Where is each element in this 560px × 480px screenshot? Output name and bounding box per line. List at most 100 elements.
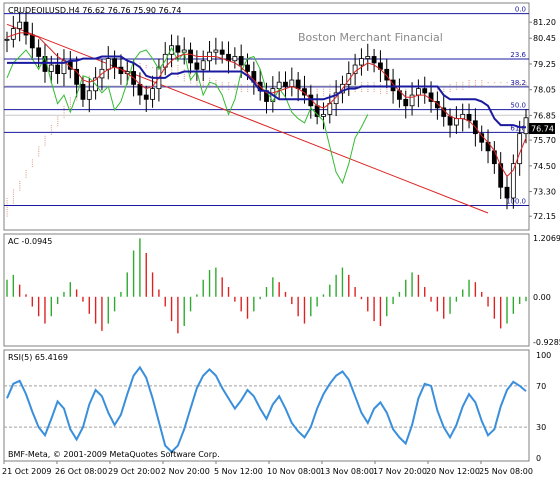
price-candle-body bbox=[283, 81, 288, 87]
cloud-dot bbox=[31, 163, 34, 165]
ac-axis-label: 0.00 bbox=[533, 293, 551, 302]
cloud-dot bbox=[50, 125, 53, 127]
price-candle-body bbox=[308, 94, 314, 107]
cloud-dot bbox=[379, 90, 382, 92]
cloud-dot bbox=[329, 93, 331, 95]
cloud-dot bbox=[69, 97, 71, 99]
price-candle-body bbox=[105, 58, 111, 70]
cloud-dot bbox=[31, 161, 34, 163]
cloud-dot bbox=[316, 93, 318, 95]
price-candle-body bbox=[434, 101, 440, 109]
price-candle-body bbox=[359, 58, 364, 66]
cloud-dot bbox=[506, 82, 508, 84]
cloud-dot bbox=[38, 150, 40, 152]
price-candle-body bbox=[17, 21, 23, 29]
x-axis-label: 13 Nov 08:00 bbox=[320, 467, 374, 476]
cloud-dot bbox=[63, 105, 65, 107]
cloud-dot bbox=[171, 71, 173, 73]
cloud-dot bbox=[367, 82, 369, 84]
price-candle-body bbox=[365, 56, 371, 60]
cloud-dot bbox=[57, 116, 59, 118]
price-candle-body bbox=[384, 68, 390, 81]
cloud-dot bbox=[367, 84, 369, 86]
price-candle-body bbox=[504, 186, 510, 199]
price-candle-body bbox=[403, 98, 409, 107]
cloud-dot bbox=[57, 118, 59, 120]
cloud-dot bbox=[215, 80, 217, 82]
cloud-dot bbox=[221, 84, 223, 86]
ac-axis-label: -0.9285 bbox=[533, 338, 560, 347]
rsi-axis-label: 0 bbox=[536, 454, 541, 463]
cloud-dot bbox=[177, 69, 179, 71]
price-candle-body bbox=[112, 58, 117, 68]
cloud-dot bbox=[145, 65, 147, 67]
cloud-dot bbox=[177, 76, 179, 78]
cloud-dot bbox=[209, 84, 211, 86]
x-axis-label: 29 Oct 20:00 bbox=[108, 467, 160, 476]
cloud-dot bbox=[240, 88, 242, 90]
cloud-dot bbox=[474, 82, 477, 84]
price-candle-body bbox=[200, 60, 206, 70]
cloud-dot bbox=[38, 148, 40, 150]
price-candle-body bbox=[80, 83, 86, 100]
fib-level-label: 0.0 bbox=[515, 6, 526, 14]
rsi-panel-header: RSI(5) 65.4169 bbox=[8, 353, 68, 362]
cloud-dot bbox=[69, 99, 71, 101]
cloud-dot bbox=[500, 82, 502, 84]
cloud-dot bbox=[69, 101, 71, 103]
cloud-dot bbox=[88, 75, 90, 77]
cloud-dot bbox=[443, 90, 445, 92]
cloud-dot bbox=[50, 129, 53, 131]
cloud-dot bbox=[6, 206, 8, 208]
cloud-dot bbox=[6, 208, 8, 210]
price-candle-body bbox=[48, 64, 54, 72]
price-candle-body bbox=[188, 49, 193, 64]
cloud-dot bbox=[190, 73, 192, 75]
rsi-y-axis: 100 70 30 0 bbox=[536, 351, 551, 463]
cloud-dot bbox=[202, 82, 204, 84]
cloud-dot bbox=[329, 88, 331, 90]
cloud-dot bbox=[25, 176, 27, 178]
cloud-dot bbox=[12, 196, 15, 198]
rsi-axis-label: 100 bbox=[536, 351, 551, 360]
cloud-dot bbox=[63, 110, 65, 112]
price-candle-body bbox=[213, 49, 219, 53]
cloud-dot bbox=[449, 88, 451, 90]
cloud-dot bbox=[50, 127, 53, 129]
price-candle-body bbox=[238, 56, 244, 66]
cloud-dot bbox=[12, 189, 15, 191]
fib-level-label: 61.8 bbox=[510, 124, 526, 132]
cloud-dot bbox=[462, 88, 464, 90]
price-y-axis: 81.20 80.45 79.25 78.05 76.85 75.70 74.50 73.30… bbox=[529, 18, 556, 221]
cloud-dot bbox=[519, 82, 521, 84]
cloud-dot bbox=[354, 90, 356, 92]
cloud-dot bbox=[12, 200, 15, 202]
cloud-dot bbox=[63, 116, 65, 118]
cloud-dot bbox=[379, 84, 382, 86]
price-axis-label: 72.15 bbox=[533, 212, 556, 221]
price-candle-body bbox=[453, 118, 459, 126]
watermark: Boston Merchant Financial bbox=[298, 31, 443, 44]
cloud-dot bbox=[379, 93, 382, 95]
price-candle-body bbox=[232, 56, 238, 62]
cloud-dot bbox=[386, 88, 388, 90]
cloud-dot bbox=[481, 82, 483, 84]
cloud-dot bbox=[373, 84, 375, 86]
cloud-dot bbox=[38, 146, 40, 148]
cloud-dot bbox=[12, 198, 15, 200]
cloud-dot bbox=[487, 82, 489, 84]
price-candle-body bbox=[4, 38, 10, 41]
price-axis-label: 74.50 bbox=[533, 162, 556, 171]
cloud-dot bbox=[31, 165, 34, 167]
cloud-dot bbox=[183, 69, 185, 71]
cloud-dot bbox=[449, 90, 451, 92]
cloud-dot bbox=[25, 170, 27, 172]
price-candle-body bbox=[36, 47, 42, 57]
cloud-dot bbox=[367, 90, 369, 92]
cloud-dot bbox=[474, 80, 477, 82]
rsi-line bbox=[6, 365, 527, 454]
price-candle-body bbox=[422, 88, 428, 94]
cloud-dot bbox=[171, 69, 173, 71]
ac-histogram bbox=[6, 238, 527, 334]
price-candle-body bbox=[169, 45, 174, 55]
